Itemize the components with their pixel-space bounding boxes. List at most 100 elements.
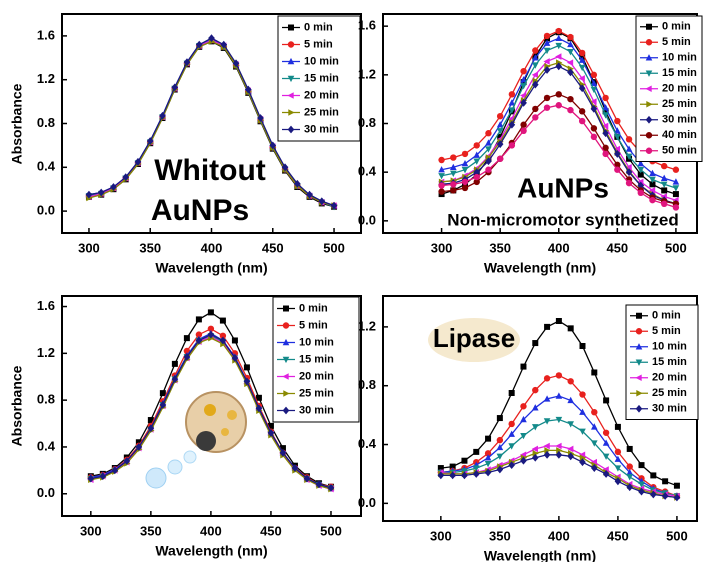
marker <box>461 178 469 186</box>
marker <box>496 443 504 451</box>
marker <box>183 335 190 342</box>
marker <box>579 428 586 435</box>
marker <box>578 56 586 63</box>
marker <box>602 129 609 138</box>
marker <box>520 403 527 410</box>
marker <box>602 122 609 130</box>
marker <box>590 125 598 132</box>
marker <box>650 472 657 479</box>
legend-label: 5 min <box>304 38 333 50</box>
marker <box>449 170 457 177</box>
marker <box>591 408 598 416</box>
marker <box>635 343 643 350</box>
marker <box>520 83 527 90</box>
marker <box>508 120 516 129</box>
marker <box>255 404 263 413</box>
marker <box>602 150 609 158</box>
marker <box>673 493 681 502</box>
marker <box>614 166 621 173</box>
plot-frame <box>61 13 362 234</box>
marker <box>660 162 668 170</box>
marker <box>543 39 551 46</box>
marker <box>543 450 551 459</box>
x-tick-label: 500 <box>666 528 688 543</box>
marker <box>578 75 585 82</box>
marker <box>637 160 645 167</box>
marker <box>318 197 326 206</box>
marker <box>461 184 469 192</box>
panel: 300 350 400 450 500 0.0 0.4 0.8 1.2 1.6 Wavelength… <box>9 13 362 276</box>
y-tick-label: 1.2 <box>358 66 376 81</box>
marker <box>520 456 527 465</box>
marker <box>543 58 550 65</box>
marker <box>123 457 131 465</box>
marker <box>544 323 551 330</box>
marker <box>243 364 250 371</box>
marker <box>567 95 574 103</box>
annotation: AuNPs <box>517 172 609 203</box>
y-tick-label: 1.2 <box>37 345 55 360</box>
marker <box>449 463 456 470</box>
marker <box>646 100 653 108</box>
marker <box>555 416 563 424</box>
marker <box>638 481 645 488</box>
marker <box>496 121 504 128</box>
marker <box>496 113 504 120</box>
marker <box>496 465 504 474</box>
y-tick-label: 1.6 <box>37 27 55 42</box>
y-tick-label: 0.8 <box>37 115 55 130</box>
marker <box>207 330 215 339</box>
marker <box>590 105 598 113</box>
legend-label: 0 min <box>304 21 333 33</box>
marker <box>661 492 669 500</box>
marker <box>672 185 680 192</box>
marker <box>496 415 503 422</box>
marker <box>636 389 643 397</box>
marker <box>603 397 610 404</box>
y-tick-label: 0.4 <box>37 438 56 453</box>
marker <box>99 472 107 481</box>
marker <box>287 57 295 65</box>
marker <box>122 173 130 182</box>
legend-label: 5 min <box>652 325 681 337</box>
marker <box>472 465 480 472</box>
marker <box>269 141 277 150</box>
legend-label: 30 min <box>299 404 334 416</box>
marker <box>532 105 539 113</box>
marker <box>531 424 539 431</box>
marker <box>543 32 551 40</box>
marker <box>555 372 563 379</box>
plot-frame <box>61 295 362 517</box>
x-tick-label: 300 <box>78 240 100 255</box>
y-axis-label: Absorbance <box>9 365 25 446</box>
marker <box>110 183 117 191</box>
legend-label: 0 min <box>299 302 328 314</box>
marker <box>438 182 445 189</box>
x-tick-label: 450 <box>260 523 282 538</box>
marker <box>649 181 656 188</box>
marker <box>625 136 633 143</box>
marker <box>147 424 155 433</box>
marker <box>635 404 643 413</box>
x-tick-label: 350 <box>140 523 162 538</box>
marker <box>555 102 562 109</box>
marker <box>303 474 311 483</box>
marker <box>613 145 621 153</box>
marker <box>672 166 680 173</box>
marker <box>531 404 539 411</box>
marker <box>520 76 527 83</box>
y-tick-label: 0.0 <box>37 485 55 500</box>
marker <box>473 173 480 181</box>
marker <box>543 418 551 425</box>
y-axis-label: Absorbance <box>9 83 25 164</box>
marker <box>287 75 295 83</box>
marker <box>97 188 105 197</box>
legend-label: 20 min <box>652 372 687 384</box>
marker <box>195 331 203 338</box>
marker <box>195 40 203 49</box>
marker <box>579 458 586 467</box>
legend-label: 25 min <box>304 106 339 118</box>
marker <box>288 109 295 116</box>
marker <box>637 167 645 174</box>
